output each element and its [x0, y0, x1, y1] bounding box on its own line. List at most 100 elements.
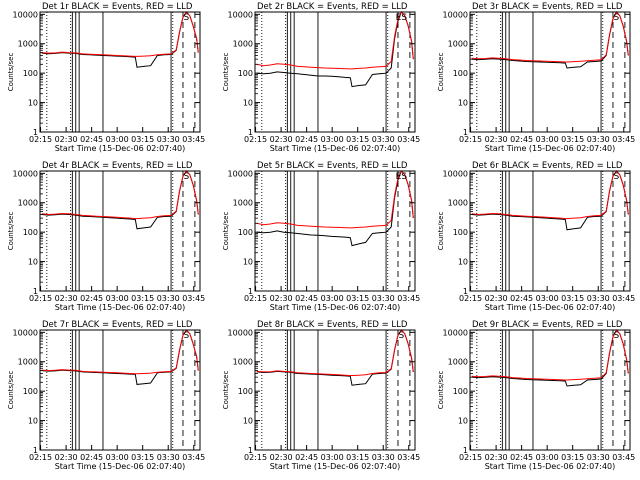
x-tick-label: 03:00	[321, 453, 344, 462]
x-tick-label: 02:15	[244, 294, 267, 303]
x-tick-label: 03:00	[106, 135, 129, 144]
x-axis-label: Start Time (15-Dec-06 02:07:40)	[55, 303, 186, 312]
x-tick-label: 03:15	[561, 294, 584, 303]
x-tick-label: 03:30	[157, 135, 180, 144]
y-tick-label: 10	[243, 417, 253, 426]
plot-frame	[39, 170, 201, 292]
plot-frame	[469, 170, 631, 292]
annotation-label: ES	[396, 13, 408, 23]
x-tick-label: 03:30	[587, 453, 610, 462]
x-tick-label: 03:15	[561, 135, 584, 144]
x-tick-label: 03:30	[372, 453, 395, 462]
panel-title: Det 5r BLACK = Events, RED = LLD	[257, 161, 408, 171]
x-tick-label: 02:30	[55, 135, 78, 144]
x-axis-label: Start Time (15-Dec-06 02:07:40)	[485, 462, 616, 471]
panel-title: Det 9r BLACK = Events, RED = LLD	[472, 320, 623, 330]
x-axis-label: Start Time (15-Dec-06 02:07:40)	[55, 144, 186, 153]
y-tick-label: 10	[243, 258, 253, 267]
lld-series-line	[256, 11, 414, 70]
x-tick-label: 02:15	[244, 453, 267, 462]
plot-frame	[39, 11, 201, 133]
x-tick-label: 03:45	[612, 294, 635, 303]
y-tick-label: 1	[33, 446, 38, 455]
y-tick-label: 100	[453, 228, 468, 237]
x-axis-label: Start Time (15-Dec-06 02:07:40)	[485, 303, 616, 312]
y-tick-label: 100	[453, 69, 468, 78]
annotation-label: ES	[396, 172, 408, 182]
lld-series-line	[471, 329, 629, 381]
y-tick-label: 100	[23, 69, 38, 78]
y-tick-label: 10000	[443, 10, 468, 19]
x-tick-label: 02:30	[270, 294, 293, 303]
x-tick-label: 02:45	[510, 453, 533, 462]
plot-frame	[469, 11, 631, 133]
plot-frame	[254, 170, 416, 292]
panel-title: Det 7r BLACK = Events, RED = LLD	[42, 320, 193, 330]
y-tick-label: 10000	[13, 10, 38, 19]
y-tick-label: 1	[33, 128, 38, 137]
annotation-label: S	[184, 331, 190, 341]
x-tick-label: 03:30	[587, 135, 610, 144]
y-axis-label: Counts/sec	[7, 53, 15, 92]
plot-frame	[254, 11, 416, 133]
y-tick-label: 10000	[13, 169, 38, 178]
events-series-line	[256, 329, 414, 386]
y-tick-label: 1	[248, 446, 253, 455]
y-tick-label: 10	[28, 258, 38, 267]
x-tick-label: 03:15	[561, 453, 584, 462]
annotation-label: S	[614, 331, 620, 341]
y-tick-label: 100	[238, 387, 253, 396]
y-tick-label: 100	[23, 387, 38, 396]
x-tick-label: 02:45	[510, 294, 533, 303]
lld-series-line	[256, 329, 414, 376]
y-tick-label: 10000	[228, 169, 253, 178]
events-series-line	[41, 170, 199, 230]
y-tick-label: 1	[463, 128, 468, 137]
y-tick-label: 1000	[233, 199, 253, 208]
events-series-line	[41, 11, 199, 68]
x-tick-label: 02:45	[295, 135, 318, 144]
x-axis-label: Start Time (15-Dec-06 02:07:40)	[270, 303, 401, 312]
events-series-line	[471, 170, 629, 231]
y-tick-label: 1	[248, 287, 253, 296]
x-tick-label: 03:30	[372, 294, 395, 303]
x-tick-label: 03:45	[182, 453, 205, 462]
y-tick-label: 10000	[228, 328, 253, 337]
x-tick-label: 03:00	[321, 294, 344, 303]
y-axis-label: Counts/sec	[437, 53, 445, 92]
panel-title: Det 8r BLACK = Events, RED = LLD	[257, 320, 408, 330]
y-tick-label: 10000	[443, 328, 468, 337]
plot-frame	[469, 329, 631, 451]
x-tick-label: 03:45	[397, 135, 420, 144]
x-tick-label: 03:15	[131, 453, 154, 462]
y-tick-label: 1000	[233, 40, 253, 49]
x-tick-label: 02:15	[29, 294, 52, 303]
x-axis-label: Start Time (15-Dec-06 02:07:40)	[270, 144, 401, 153]
annotation-label: S	[184, 13, 190, 23]
lld-series-line	[41, 329, 199, 375]
x-tick-label: 02:45	[295, 294, 318, 303]
lld-series-line	[41, 170, 199, 220]
x-tick-label: 02:45	[80, 294, 103, 303]
x-tick-label: 02:15	[29, 453, 52, 462]
lld-series-line	[471, 11, 629, 63]
y-tick-label: 1000	[448, 358, 468, 367]
y-axis-label: Counts/sec	[7, 371, 15, 410]
x-tick-label: 03:45	[397, 453, 420, 462]
x-tick-label: 02:30	[485, 135, 508, 144]
y-axis-label: Counts/sec	[7, 212, 15, 251]
x-axis-label: Start Time (15-Dec-06 02:07:40)	[485, 144, 616, 153]
y-axis-label: Counts/sec	[222, 371, 230, 410]
y-axis-label: Counts/sec	[437, 371, 445, 410]
x-tick-label: 03:30	[587, 294, 610, 303]
annotation-label: S	[184, 172, 190, 182]
x-tick-label: 03:30	[157, 453, 180, 462]
x-tick-label: 02:45	[80, 135, 103, 144]
events-series-line	[471, 11, 629, 69]
y-tick-label: 10	[458, 258, 468, 267]
x-tick-label: 03:45	[612, 453, 635, 462]
events-series-line	[256, 170, 414, 247]
